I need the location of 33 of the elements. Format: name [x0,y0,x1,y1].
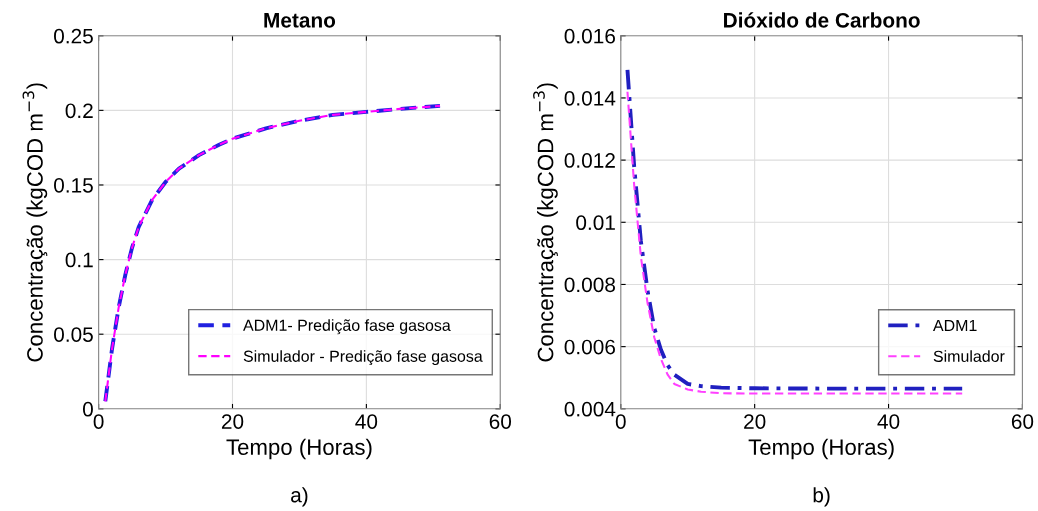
y-tick-label: 0.014 [564,90,616,106]
legend-label: ADM1- Predição fase gasosa [243,319,451,335]
x-tick-label: 60 [489,414,512,429]
y-tick-label: 0 [82,401,93,417]
x-tick-label: 20 [744,414,766,429]
x-axis-title: Tempo (Horas) [748,438,894,460]
y-tick-label: 0.15 [54,177,93,193]
y-tick-label: 0.05 [54,327,93,342]
legend-label: Simulador [933,350,1005,362]
y-tick-label: 0.008 [564,277,616,293]
x-tick-label: 40 [355,414,378,429]
x-tick-label: 0 [615,414,626,429]
y-tick-label: 0.006 [564,339,615,355]
text: b) [813,487,830,507]
legend-label: ADM1 [932,319,977,331]
x-tick-label: 40 [877,414,900,429]
y-tick-label: 0.2 [65,103,93,119]
y-axis-title: Concentração (kgCOD m$^{−3}$) [22,83,48,362]
chart-title: Dióxido de Carbono [724,12,920,28]
legend-label: Simulador - Predição fase gasosa [243,350,483,366]
y-tick-label: 0.25 [54,28,93,44]
y-tick-label: 0.004 [564,401,616,417]
y-tick-label: 0.1 [65,252,93,268]
chart-title: Metano [264,13,336,28]
y-tick-label: 0.01 [576,215,615,231]
y-axis-title: Concentração (kgCOD m$^{−3}$) [533,83,558,362]
x-tick-label: 0 [93,414,104,429]
y-tick-label: 0.016 [564,28,615,44]
text: a) [291,487,308,507]
x-tick-label: 60 [1011,414,1034,429]
x-tick-label: 20 [221,414,244,429]
y-tick-label: 0.012 [564,153,615,168]
x-axis-title: Tempo (Horas) [226,438,372,460]
